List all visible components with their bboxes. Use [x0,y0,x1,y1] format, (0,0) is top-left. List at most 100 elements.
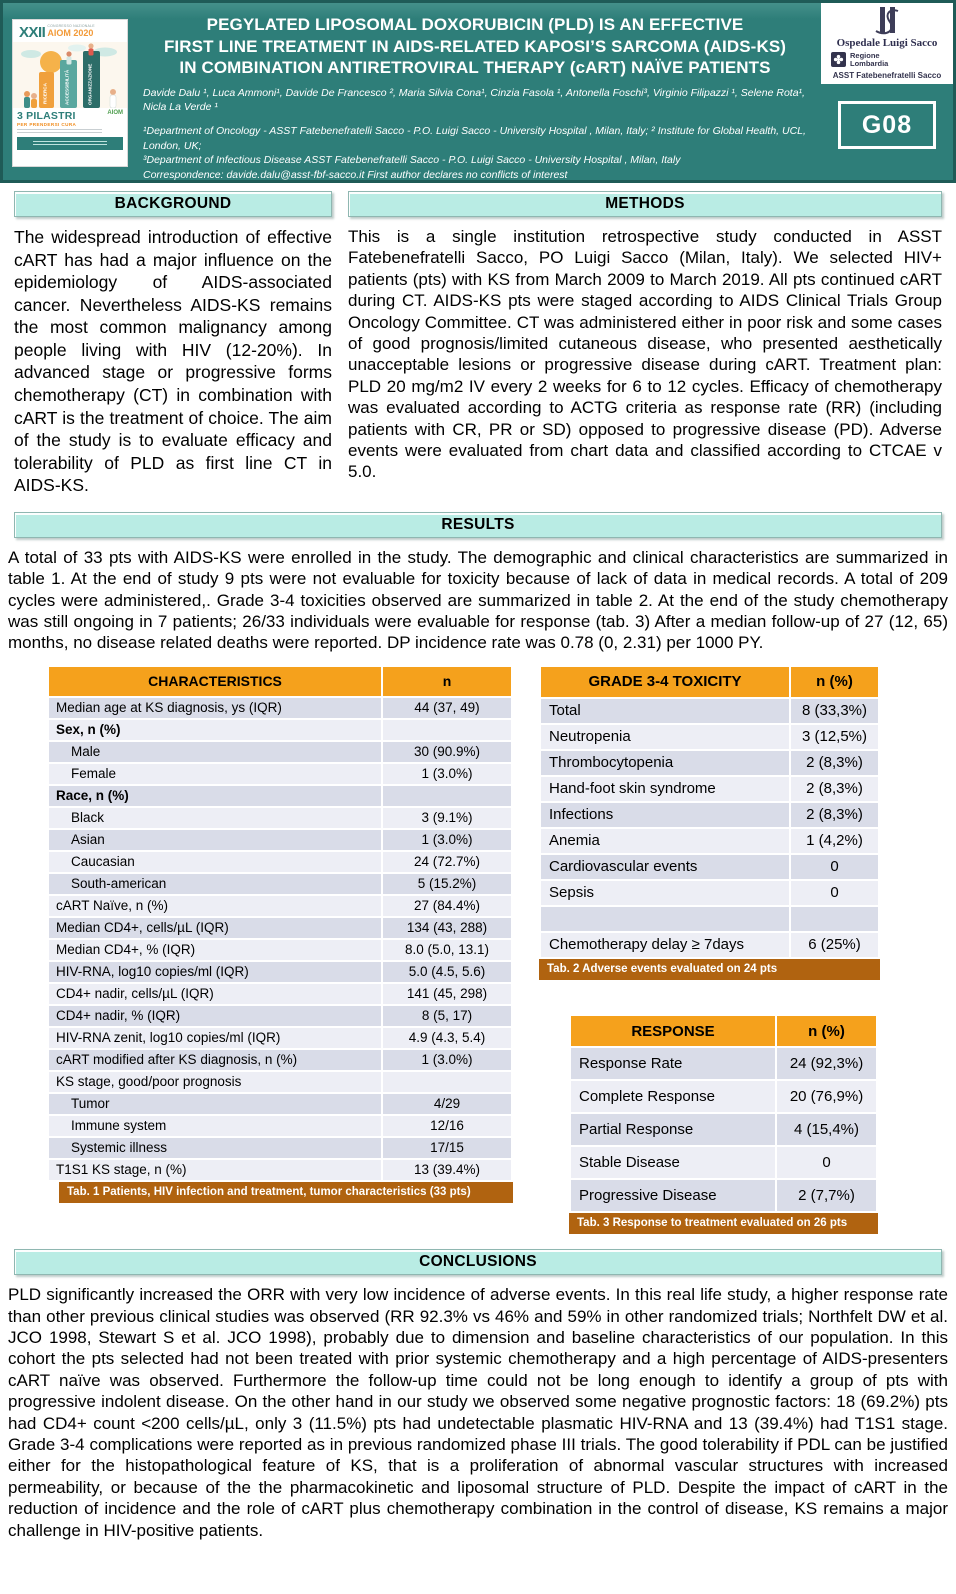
row-value [791,906,878,931]
table-row: Asian 1 (3.0%) [49,829,511,850]
row-label: Female [49,763,381,784]
table-row: Chemotherapy delay ≥ 7days 6 (25%) [541,932,878,957]
table-row: Caucasian 24 (72.7%) [49,851,511,872]
regione-lombardia-logo: Regione Lombardia [831,52,951,68]
row-value: 5 (15.2%) [383,873,511,894]
row-value [383,785,511,806]
table-row: Response Rate 24 (92,3%) [571,1048,876,1079]
row-value: 1 (3.0%) [383,829,511,850]
table-row: Neutropenia 3 (12,5%) [541,724,878,749]
aiom-card-footer: 3 PILASTRI AIOM PER PRENDERSI CURA [13,108,127,150]
affiliation-line-2: ³Department of Infectious Disease ASST F… [143,154,681,167]
congress-edition: AIOM 2020 [47,27,94,38]
row-label: Complete Response [571,1081,775,1112]
row-label: Neutropenia [541,724,789,749]
row-value: 27 (84.4%) [383,895,511,916]
row-label: T1S1 KS stage, n (%) [49,1159,381,1180]
correspondence-line: Correspondence: davide.dalu@asst-fbf-sac… [143,168,568,181]
row-label: Total [541,698,789,723]
row-label [541,906,789,931]
row-label: Median age at KS diagnosis, ys (IQR) [49,697,381,718]
table-row: KS stage, good/poor prognosis [49,1071,511,1092]
response-table: RESPONSE n (%) Response Rate 24 (92,3%) Comp… [569,1014,878,1213]
row-value: 0 [791,854,878,879]
table-row: Systemic illness 17/15 [49,1137,511,1158]
table-row: HIV-RNA zenit, log10 copies/ml (IQR) 4.9 … [49,1027,511,1048]
poster-code-badge: G08 [837,100,937,149]
methods-text: This is a single institution retrospecti… [348,227,942,482]
table-row: Race, n (%) [49,785,511,806]
header-right-column: Ospedale Luigi Sacco Regione Lombardia [821,3,953,180]
characteristics-table-block: CHARACTERISTICS n Median age at KS diagnos… [47,664,513,1203]
pillars-illustration-icon: RICERCA ACCESSIBILITÀ ORGANIZZAZIONE [21,43,117,108]
row-label: HIV-RNA, log10 copies/ml (IQR) [49,961,381,982]
row-value: 24 (92,3%) [777,1048,876,1079]
poster-body: BACKGROUND The widespread introduction o… [0,183,956,1541]
row-value: 17/15 [383,1137,511,1158]
column-header: GRADE 3-4 TOXICITY [541,666,789,697]
row-label: Caucasian [49,851,381,872]
table-row: Male 30 (90.9%) [49,741,511,762]
row-value [383,719,511,740]
fine-print-placeholder [17,129,102,134]
results-text: A total of 33 pts with AIDS-KS were enro… [8,547,948,653]
row-value [383,1071,511,1092]
row-value: 0 [791,880,878,905]
affiliation-line-1: ¹Department of Oncology - ASST Fatebenef… [143,124,806,152]
congress-illustration: RICERCA ACCESSIBILITÀ ORGANIZZAZIONE [13,42,127,108]
row-label: CD4+ nadir, % (IQR) [49,1005,381,1026]
column-header: n [383,666,511,696]
row-label: Stable Disease [571,1147,775,1178]
row-label: Infections [541,802,789,827]
row-label: HIV-RNA zenit, log10 copies/ml (IQR) [49,1027,381,1048]
row-value: 8.0 (5.0, 13.1) [383,939,511,960]
row-label: Progressive Disease [571,1180,775,1211]
congress-slogan-sub: PER PRENDERSI CURA [17,122,77,127]
row-value: 141 (45, 298) [383,983,511,1004]
row-value: 3 (12,5%) [791,724,878,749]
row-label: Response Rate [571,1048,775,1079]
row-value: 4/29 [383,1093,511,1114]
row-label: Sex, n (%) [49,719,381,740]
row-label: cART modified after KS diagnosis, n (%) [49,1049,381,1070]
poster-title-line-3: IN COMBINATION ANTIRETROVIRAL THERAPY (c… [179,58,771,77]
methods-section: METHODS This is a single institution ret… [348,191,942,497]
table-row: Anemia 1 (4,2%) [541,828,878,853]
conclusions-section-header: CONCLUSIONS [14,1249,942,1276]
row-value: 12/16 [383,1115,511,1136]
tables-area: CHARACTERISTICS n Median age at KS diagnos… [47,664,948,1235]
row-label: Chemotherapy delay ≥ 7days [541,932,789,957]
svg-text:ACCESSIBILITÀ: ACCESSIBILITÀ [64,69,70,105]
table-row: Median CD4+, % (IQR) 8.0 (5.0, 13.1) [49,939,511,960]
table-row: Sex, n (%) [49,719,511,740]
row-value: 1 (4,2%) [791,828,878,853]
title-block: PEGYLATED LIPOSOMAL DOXORUBICIN (PLD) IS… [127,3,821,181]
row-value: 2 (8,3%) [791,776,878,801]
row-label: Race, n (%) [49,785,381,806]
row-value: 1 (3.0%) [383,1049,511,1070]
table-row: Sepsis 0 [541,880,878,905]
results-section-header: RESULTS [14,511,942,538]
row-label: CD4+ nadir, cells/µL (IQR) [49,983,381,1004]
row-label: Sepsis [541,880,789,905]
svg-text:RICERCA: RICERCA [43,82,48,104]
table-row: HIV-RNA, log10 copies/ml (IQR) 5.0 (4.5, … [49,961,511,982]
congress-name: CONGRESSO NAZIONALE [47,24,95,28]
table-row: Median CD4+, cells/µL (IQR) 134 (43, 288) [49,917,511,938]
hospital-name: Ospedale Luigi Sacco [836,37,938,49]
row-label: Immune system [49,1115,381,1136]
rosa-camuna-icon [831,52,846,68]
response-table-block: RESPONSE n (%) Response Rate 24 (92,3%) Comp… [569,1014,878,1235]
row-value: 2 (8,3%) [791,802,878,827]
row-label: Cardiovascular events [541,854,789,879]
toxicity-table-block: GRADE 3-4 TOXICITY n (%) Total 8 (33,3%) Neu… [539,664,880,980]
row-value: 2 (7,7%) [777,1180,876,1211]
row-label: Systemic illness [49,1137,381,1158]
background-section: BACKGROUND The widespread introduction o… [14,191,332,497]
table-row: Progressive Disease 2 (7,7%) [571,1180,876,1211]
author-list: Davide Dalu ¹, Luca Ammoni¹, Davide De F… [143,86,805,114]
column-header: n (%) [777,1016,876,1046]
table-row: South-american 5 (15.2%) [49,873,511,894]
ospedale-luigi-sacco-logo-icon [875,7,899,35]
row-label: Black [49,807,381,828]
